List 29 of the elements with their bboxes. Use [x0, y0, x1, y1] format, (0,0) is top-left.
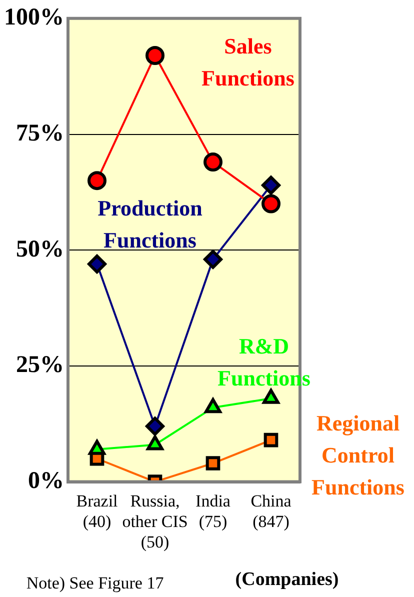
- series-label: R&D Functions: [218, 334, 311, 391]
- x-tick-label: Russia, other CIS (50): [122, 491, 188, 552]
- point: [146, 46, 164, 65]
- y-tick-label: 50%: [16, 236, 64, 262]
- x-tick-label: Brazil (40): [76, 491, 118, 531]
- point: [262, 388, 280, 404]
- series-label: Production Functions: [98, 196, 202, 253]
- y-tick-label: 100%: [4, 4, 64, 31]
- x-tick-label: India (75): [196, 491, 231, 531]
- point: [206, 456, 220, 470]
- point: [88, 254, 106, 274]
- y-tick-label: 75%: [16, 120, 64, 146]
- point: [204, 398, 222, 414]
- point: [88, 171, 106, 190]
- x-tick-label: China (847): [250, 491, 292, 531]
- text: Note) See Figure 17: [26, 573, 164, 592]
- point: [262, 176, 280, 195]
- point: [146, 435, 164, 450]
- point: [88, 440, 106, 455]
- point: [264, 432, 278, 448]
- y-tick-label: 0%: [28, 468, 64, 494]
- point: [146, 416, 164, 436]
- series-label: Regional Control Functions: [312, 410, 405, 500]
- series-label: Sales Functions: [202, 34, 295, 91]
- point: [262, 194, 280, 214]
- point: [204, 152, 222, 172]
- point: [204, 250, 222, 269]
- x-axis-title: (Companies): [235, 568, 339, 590]
- y-tick-label: 25%: [16, 352, 64, 378]
